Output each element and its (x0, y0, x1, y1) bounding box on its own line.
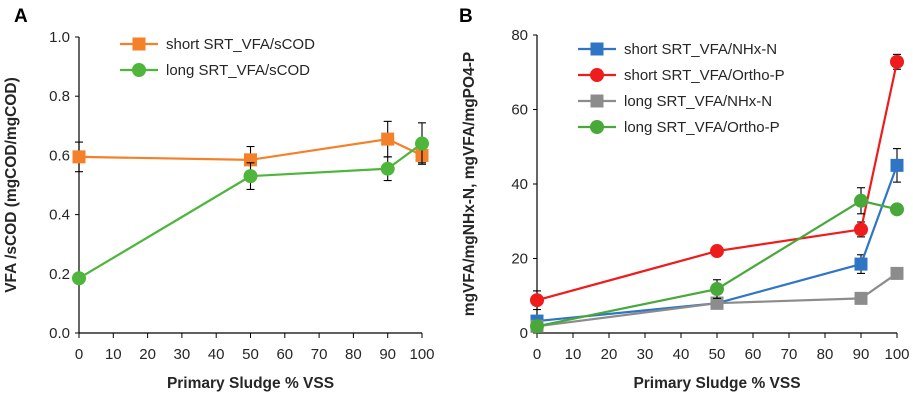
x-axis-title: Primary Sludge % VSS (167, 375, 334, 392)
data-point (710, 296, 724, 310)
data-point (890, 266, 904, 280)
x-tick-label: 60 (745, 346, 762, 363)
y-axis-title: VFA /sCOD (mgCOD/mgCOD) (3, 77, 20, 293)
data-point (530, 319, 544, 334)
data-point (854, 291, 868, 305)
chart-panel-b: B 0 20 40 60 80 0 10 20 30 40 50 60 70 80 90 100 Primary … (459, 6, 910, 392)
x-tick-label: 50 (709, 346, 726, 363)
series-line (536, 199, 898, 328)
x-tick-label: 20 (601, 346, 618, 363)
series-line (536, 164, 899, 323)
series-short-srt-vfa-nhx-n (530, 148, 904, 328)
series-long-srt-vfa-scod (72, 122, 429, 286)
y-tick-label: 0.8 (49, 88, 70, 105)
y-tick-label: 20 (511, 251, 528, 268)
x-tick-label: 40 (673, 346, 690, 363)
x-tick-label: 100 (409, 346, 434, 363)
x-tick-label: 100 (884, 346, 909, 363)
y-tick-label: 1.0 (49, 29, 70, 46)
data-point (854, 257, 868, 271)
x-tick-label: 90 (853, 346, 870, 363)
x-tick-label: 0 (75, 346, 83, 363)
x-tick-label: 60 (276, 346, 293, 363)
y-tick-label: 60 (511, 102, 528, 119)
series-long-srt-vfa-nhx-n (530, 266, 904, 333)
data-point (243, 169, 258, 184)
data-point (380, 161, 395, 176)
x-tick-label: 70 (311, 346, 328, 363)
x-tick-label: 90 (379, 346, 396, 363)
legend-swatch-marker (590, 120, 604, 134)
data-point (415, 136, 429, 151)
y-tick-label: 0.6 (49, 147, 70, 164)
chart-panel-a: A 0.0 0.2 0.4 0.6 0.8 1.0 0 10 20 30 40 50 60 70 80 90 10… (3, 6, 435, 392)
x-tick-label: 40 (208, 346, 225, 363)
y-tick-label: 0.2 (49, 266, 70, 283)
legend-entry: short SRT_VFA/NHx-N (624, 41, 777, 58)
x-tick-label: 50 (242, 346, 259, 363)
legend-swatch-marker (590, 42, 604, 56)
legend-swatch-marker (590, 94, 604, 108)
x-axis-title: Primary Sludge % VSS (633, 375, 800, 392)
data-point (381, 132, 395, 146)
y-tick-label: 0.4 (49, 207, 70, 224)
data-point (710, 244, 724, 259)
panel-label: B (459, 6, 473, 27)
legend-entry: long SRT_VFA/sCOD (166, 62, 310, 79)
x-tick-label: 70 (781, 346, 798, 363)
series-long-srt-vfa-ortho-p (530, 187, 904, 334)
y-tick-label: 40 (511, 176, 528, 193)
series-line (536, 61, 899, 302)
data-point (890, 158, 904, 172)
x-tick-label: 10 (105, 346, 122, 363)
series-line (78, 142, 423, 280)
data-point (72, 150, 86, 164)
data-point (890, 54, 904, 69)
y-tick-label: 0 (520, 325, 528, 342)
panel-label: A (14, 6, 28, 27)
y-tick-label: 80 (511, 27, 528, 44)
legend-entry: long SRT_VFA/Ortho-P (624, 119, 780, 136)
series-line (78, 137, 423, 161)
legend-swatch-marker (132, 37, 146, 51)
y-axis-title: mgVFA/mgNHx-N, mgVFA/mgPO4-P (461, 52, 478, 316)
data-point (854, 222, 868, 237)
legend-entry: short SRT_VFA/Ortho-P (624, 67, 785, 84)
data-point (890, 202, 904, 217)
x-tick-label: 20 (139, 346, 156, 363)
series-line (536, 272, 898, 328)
legend-swatch-marker (132, 63, 146, 77)
legend-entry: long SRT_VFA/NHx-N (624, 93, 772, 110)
x-tick-label: 80 (345, 346, 362, 363)
series-short-srt-vfa-ortho-p (530, 53, 904, 311)
x-tick-label: 10 (565, 346, 582, 363)
x-tick-label: 0 (533, 346, 541, 363)
legend-entry: short SRT_VFA/sCOD (166, 36, 315, 53)
legend-swatch-marker (590, 68, 604, 82)
x-tick-label: 30 (174, 346, 191, 363)
data-point (710, 282, 724, 297)
y-tick-label: 0.0 (49, 325, 70, 342)
data-point (72, 271, 86, 286)
x-tick-label: 80 (817, 346, 834, 363)
data-point (854, 193, 868, 208)
x-tick-label: 30 (637, 346, 654, 363)
data-point (530, 293, 544, 308)
